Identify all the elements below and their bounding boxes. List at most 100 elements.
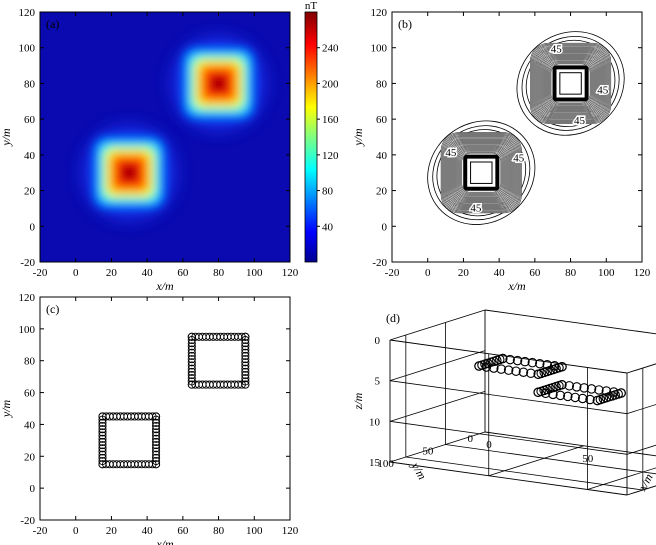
- y-tick-label: 40: [376, 150, 388, 162]
- y-tick-label: 20: [24, 451, 36, 463]
- contour-label: 45: [470, 202, 482, 214]
- scatter-point: [152, 425, 161, 434]
- scatter-point: [526, 368, 536, 379]
- scatter-point: [98, 431, 107, 440]
- anomaly: [93, 136, 166, 209]
- contour-line: [550, 63, 591, 104]
- contour-line: [536, 49, 605, 118]
- anomaly-level: [124, 167, 135, 178]
- grid-line: [488, 445, 584, 477]
- contour-line: [534, 47, 607, 120]
- y-tick-label: 0: [468, 433, 474, 445]
- scatter-point: [555, 390, 566, 401]
- x-axis-label: x/m: [155, 279, 174, 293]
- scatter-point: [549, 361, 560, 371]
- scatter-point: [187, 332, 196, 341]
- scatter-point: [579, 383, 589, 393]
- y-tick-label: 60: [24, 114, 36, 126]
- box-edge: [389, 339, 628, 374]
- scatter-point: [563, 391, 573, 402]
- heatmap-field: [40, 12, 290, 262]
- x-tick-label: 120: [282, 525, 299, 537]
- x-tick-label: 100: [246, 525, 263, 537]
- scatter-point: [474, 361, 484, 371]
- scatter-point: [511, 366, 521, 376]
- scatter-point: [152, 412, 161, 421]
- scatter-point: [557, 362, 567, 372]
- contour-line: [546, 59, 595, 108]
- scatter-point: [187, 335, 196, 345]
- contour-line: [544, 57, 597, 110]
- scatter-point: [98, 434, 107, 443]
- contour-line: [537, 50, 604, 117]
- x-axis-label: x/m: [635, 471, 656, 494]
- x-tick-label: 80: [213, 267, 225, 279]
- scatter-point: [585, 394, 595, 405]
- x-tick-label: 40: [142, 525, 154, 537]
- scatter-point: [241, 370, 250, 380]
- scatter-point: [187, 370, 196, 380]
- scatter-point: [527, 357, 538, 368]
- contour-label: 45: [445, 147, 457, 159]
- contour-line: [541, 54, 600, 113]
- scatter-point: [187, 351, 196, 360]
- contour-line: [453, 144, 510, 201]
- x-tick-label: 20: [106, 267, 118, 279]
- scatter-point: [564, 381, 575, 391]
- z-tick-label: 0: [375, 335, 381, 347]
- scatter-point: [512, 355, 523, 366]
- x-tick-label: 20: [106, 525, 118, 537]
- y-tick-label: 60: [376, 114, 388, 126]
- contour-line: [535, 48, 606, 119]
- y-tick-label: 0: [30, 483, 36, 495]
- scatter-point: [187, 377, 196, 386]
- scatter-point: [152, 418, 161, 427]
- scatter-point: [518, 367, 529, 377]
- x-tick-label: 20: [458, 267, 470, 279]
- z-tick-label: 10: [369, 416, 381, 428]
- panel-c-scatter: -20 0 20 40 60 80 100 120 -20 0 20 40 60 80 100 120 x/m y…: [0, 292, 299, 545]
- scatter-point: [98, 450, 107, 459]
- colorbar-tick-label: 80: [322, 186, 334, 198]
- scatter-point: [187, 339, 196, 348]
- scatter-point: [152, 434, 161, 443]
- contour-line: [533, 46, 608, 121]
- contour-line: [449, 141, 513, 205]
- panel-label: (b): [398, 17, 412, 31]
- x-tick-label: 120: [634, 267, 651, 279]
- contour-line: [543, 56, 598, 111]
- contour-line: [547, 60, 594, 107]
- scatter-point: [533, 369, 543, 380]
- y-tick-label: 50: [422, 446, 434, 458]
- y-tick-label: -20: [20, 257, 35, 269]
- scatter-point: [496, 364, 506, 374]
- scatter-point: [152, 444, 161, 453]
- x-tick-label: 80: [565, 267, 577, 279]
- scatter-point: [152, 447, 161, 456]
- grid-line: [405, 456, 643, 491]
- scatter-point: [98, 415, 107, 424]
- contour-line: [532, 44, 610, 122]
- contour-line: [549, 62, 592, 105]
- scatter-point: [503, 365, 514, 375]
- x-tick-label: 0: [73, 267, 79, 279]
- y-tick-label: 40: [24, 150, 36, 162]
- y-tick-label: -20: [372, 257, 387, 269]
- y-tick-label: -20: [20, 515, 35, 527]
- contour-line: [447, 139, 515, 207]
- contour-line: [538, 51, 603, 116]
- grid-line: [389, 390, 486, 422]
- scatter-point: [241, 364, 250, 373]
- y-tick-label: 100: [19, 43, 36, 55]
- box-edge: [389, 309, 486, 341]
- contour-center: [470, 161, 493, 184]
- y-tick-label: 60: [24, 388, 36, 400]
- scatter-point: [98, 447, 107, 456]
- panel-label: (d): [386, 311, 400, 325]
- x-axis-label: x/m: [155, 537, 174, 545]
- scatter-point: [241, 358, 250, 367]
- scatter-point: [505, 354, 515, 365]
- y-axis-label: y/m: [351, 128, 365, 147]
- scatter-point: [152, 460, 161, 469]
- contour-line: [448, 140, 514, 206]
